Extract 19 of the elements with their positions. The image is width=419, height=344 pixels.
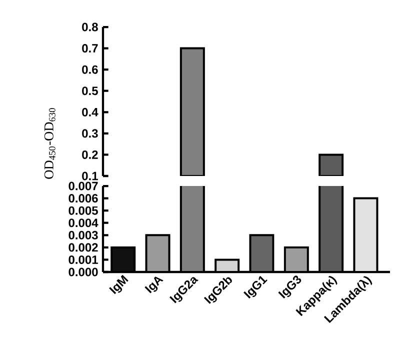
y-tick-label: 0.005 <box>68 206 98 215</box>
y-tick-label: 0.6 <box>82 65 98 74</box>
y-tick-label: 0.007 <box>68 182 98 190</box>
y-tick-label: 0.000 <box>68 268 98 276</box>
y-tick-label: 0.8 <box>82 22 98 32</box>
y-tick-label: 0.7 <box>82 44 98 53</box>
x-tick-label: IgM <box>109 274 128 294</box>
y-tick-label: 0.006 <box>68 194 98 203</box>
y-tick-label: 0.3 <box>82 129 98 138</box>
y-tick-label: 0.5 <box>82 86 98 96</box>
y-tick-label: 0.004 <box>68 218 98 228</box>
y-tick-label: 0.001 <box>68 255 98 264</box>
x-tick-label: IgA <box>144 276 164 294</box>
y-axis-title: OD$_{450}$-OD$_{630}$ <box>44 108 56 179</box>
y-tick-label: 0.4 <box>82 108 98 116</box>
y-tick-label: 0.002 <box>68 243 98 252</box>
y-tick-label: 0.1 <box>82 172 98 180</box>
y-tick-label: 0.2 <box>82 150 98 159</box>
y-tick-label: 0.003 <box>68 230 98 240</box>
